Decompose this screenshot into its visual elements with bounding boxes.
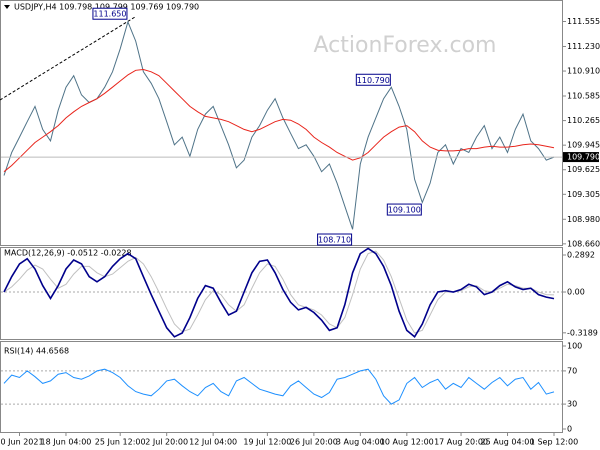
series-line [3,368,555,405]
y-tick-label: 0.00 [567,288,585,297]
macd-panel [0,247,563,340]
trend-line [0,16,136,101]
indicator-title: RSI(14) 44.6568 [4,347,69,356]
x-tick-label: 10 Aug 12:00 [380,438,434,447]
y-tick-label: 109.945 [567,141,600,150]
series-line [3,247,555,339]
price-annotation-box [355,73,391,86]
price-annotation: 110.790 [357,76,390,85]
series-line [3,68,555,173]
price-panel [0,0,563,246]
price-annotation-box [317,233,353,246]
y-tick-label: -0.3189 [567,328,598,337]
y-tick-label: 109.625 [567,165,600,174]
price-annotation: 109.100 [388,206,421,215]
y-tick-label: 110.910 [567,67,600,76]
x-tick-label: 25 Aug 04:00 [481,438,535,447]
y-tick-label: 70 [567,366,577,375]
y-tick-label: 110.265 [567,116,600,125]
symbol-header: USDJPY,H4 109.798 109.799 109.769 109.79… [14,3,199,12]
x-tick-label: 19 Jul 12:00 [243,438,291,447]
y-tick-label: 100 [567,342,582,351]
x-tick-label: 18 Jun 04:00 [41,438,92,447]
price-annotation-box [92,7,128,20]
watermark: ActionForex.com [314,33,497,58]
x-tick-label: 3 Aug 04:00 [336,438,385,447]
y-tick-label: 30 [567,400,577,409]
x-tick-label: 10 Jun 2021 [0,438,44,447]
y-tick-label: 110.585 [567,92,600,101]
symbol-icon [4,5,10,9]
rsi-panel [0,341,563,433]
series-line [3,250,555,334]
price-annotation: 108.710 [318,236,351,245]
y-tick-label: 0.2892 [567,251,595,260]
x-tick-label: 1 Sep 12:00 [530,438,578,447]
y-tick-label: 108.660 [567,239,600,248]
price-annotation-box [386,203,422,216]
current-price-tag [563,152,599,163]
y-tick-label: 0 [567,425,572,434]
y-tick-label: 111.230 [567,42,600,51]
current-price-label: 109.790 [567,153,600,162]
indicator-title: MACD(12,26,9) -0.0512 -0.0228 [4,249,132,258]
y-tick-label: 108.980 [567,215,600,224]
x-tick-label: 25 Jun 12:00 [95,438,146,447]
y-tick-label: 111.555 [567,17,600,26]
y-tick-label: 109.305 [567,190,600,199]
x-tick-label: 17 Aug 20:00 [434,438,488,447]
x-tick-label: 2 Jul 20:00 [145,438,188,447]
price-annotation: 111.650 [93,10,126,19]
x-tick-label: 12 Jul 04:00 [189,438,237,447]
x-tick-label: 26 Jul 20:00 [290,438,338,447]
